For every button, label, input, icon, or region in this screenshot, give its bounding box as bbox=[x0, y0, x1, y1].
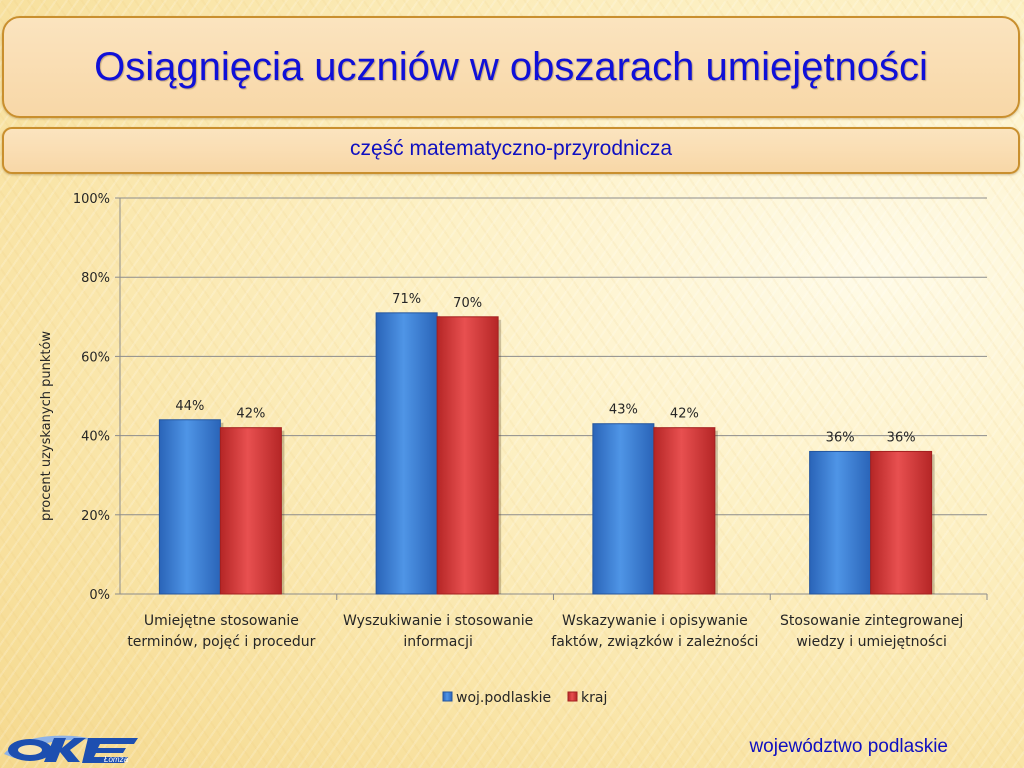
value-label: 42% bbox=[236, 407, 265, 422]
page-title: Osiągnięcia uczniów w obszarach umiejętn… bbox=[94, 44, 928, 89]
x-category-label: wiedzy i umiejętności bbox=[796, 634, 947, 650]
value-label: 36% bbox=[887, 430, 916, 445]
legend-swatch bbox=[442, 691, 453, 702]
bar-kraj bbox=[219, 427, 282, 595]
bar-wojpodlaskie bbox=[592, 423, 655, 595]
bar-wojpodlaskie bbox=[809, 450, 872, 595]
x-category-label: Wyszukiwanie i stosowanie bbox=[343, 613, 533, 629]
oke-logo-icon: Łomża bbox=[4, 735, 138, 764]
bar-kraj bbox=[436, 316, 499, 595]
value-label: 70% bbox=[453, 296, 482, 311]
logo-text: Łomża bbox=[104, 755, 129, 764]
bar-wojpodlaskie bbox=[375, 312, 438, 595]
y-axis-title: procent uzyskanych punktów bbox=[39, 331, 54, 521]
legend-label: woj.podlaskie bbox=[456, 690, 551, 706]
value-label: 44% bbox=[175, 399, 204, 414]
value-label: 43% bbox=[609, 403, 638, 418]
x-category-label: faktów, związków i zależności bbox=[551, 634, 758, 650]
y-tick-label: 80% bbox=[81, 271, 110, 286]
x-category-label: Umiejętne stosowanie bbox=[144, 613, 299, 629]
y-tick-label: 0% bbox=[89, 588, 110, 603]
x-category-label: Wskazywanie i opisywanie bbox=[562, 613, 748, 629]
y-tick-label: 20% bbox=[81, 509, 110, 524]
x-category-label: terminów, pojęć i procedur bbox=[127, 634, 315, 650]
value-label: 36% bbox=[826, 430, 855, 445]
y-tick-label: 60% bbox=[81, 350, 110, 365]
page-subtitle: część matematyczno-przyrodnicza bbox=[349, 136, 673, 160]
bar-wojpodlaskie bbox=[158, 419, 221, 595]
value-label: 42% bbox=[670, 407, 699, 422]
bar-chart: 0% 20% 40% 60% 80% 100% procent uzyskanych pun… bbox=[39, 192, 988, 706]
title-banner: Osiągnięcia uczniów w obszarach umiejętn… bbox=[2, 16, 1020, 118]
bar-kraj bbox=[870, 450, 933, 595]
legend: woj.podlaskie kraj bbox=[442, 690, 607, 706]
value-label: 71% bbox=[392, 292, 421, 307]
x-category-label: Stosowanie zintegrowanej bbox=[780, 613, 963, 629]
bar-kraj bbox=[653, 427, 716, 595]
footer-region: województwo podlaskie bbox=[749, 736, 948, 757]
legend-label: kraj bbox=[581, 690, 607, 706]
bars-layer bbox=[158, 312, 935, 595]
subtitle-banner: część matematyczno-przyrodnicza bbox=[2, 127, 1020, 174]
x-category-label: informacji bbox=[403, 634, 472, 650]
y-tick-label: 100% bbox=[73, 192, 110, 207]
y-tick-label: 40% bbox=[81, 430, 110, 445]
legend-swatch bbox=[567, 691, 578, 702]
labels-layer: 44% 42% Umiejętne stosowanie terminów, poję… bbox=[127, 292, 963, 650]
